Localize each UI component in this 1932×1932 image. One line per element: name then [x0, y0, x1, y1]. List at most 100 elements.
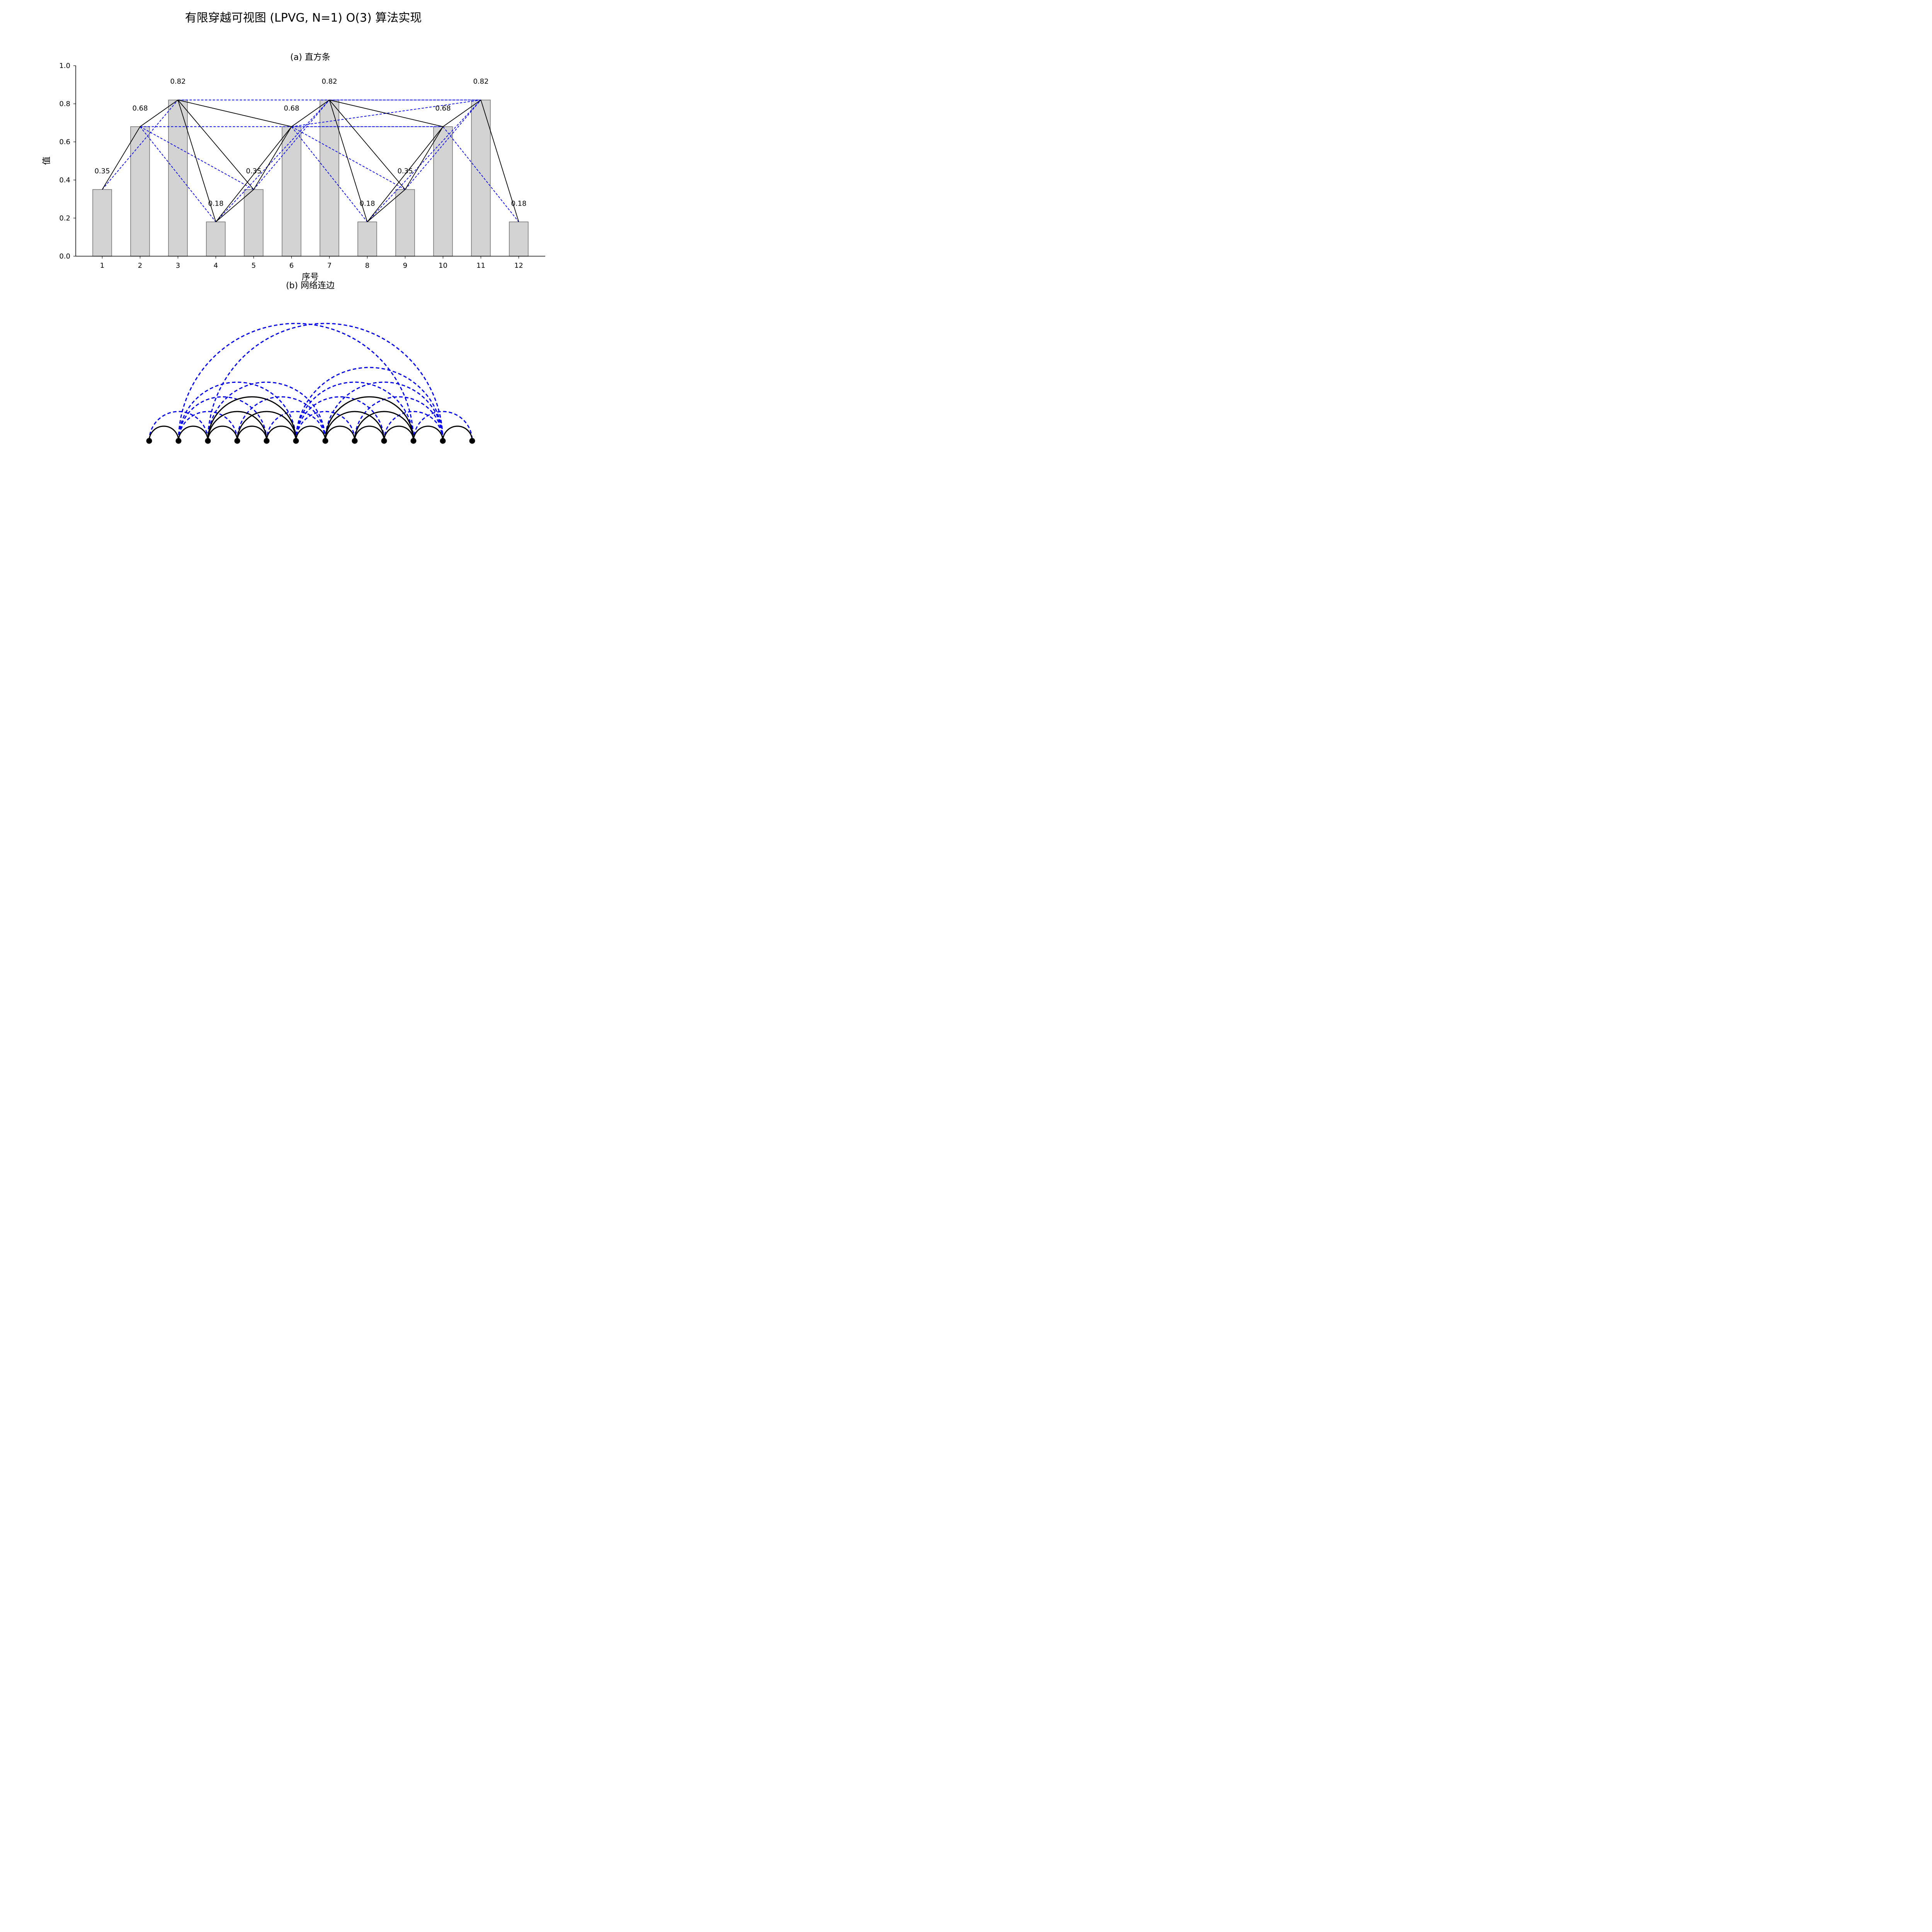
node-1: [146, 438, 152, 444]
penetrating-edge-6-9: [291, 126, 405, 190]
penetrating-edge-6-11: [291, 99, 481, 127]
bar-9: [395, 189, 415, 257]
value-labels-group: 0.35 0.68 0.82 0.18 0.35 0.68 0.82 0.18 0.35 0.68…: [94, 78, 526, 208]
bar-10: [433, 126, 453, 257]
visible-edge-8-9: [367, 189, 406, 222]
x-tick-label-9: 9: [403, 262, 407, 270]
x-tick-label-4: 4: [214, 262, 218, 270]
penetrating-edge-6-8: [291, 126, 368, 222]
visible-arc-10-11: [413, 425, 444, 441]
visible-arc-8-10: [354, 411, 414, 441]
y-tick-label-0.8: 0.8: [59, 100, 70, 108]
x-tick-label-7: 7: [327, 262, 332, 270]
visible-edge-10-11: [442, 100, 481, 127]
value-label-11: 0.82: [473, 78, 488, 86]
penetrating-edge-1-3: [102, 100, 179, 190]
y-axis-label: 值: [42, 156, 52, 165]
visible-edge-5-6: [253, 126, 292, 190]
visible-edge-3-6: [178, 99, 292, 127]
visible-edge-9-10: [405, 126, 444, 190]
edges-group: [102, 99, 519, 222]
node-7: [322, 438, 328, 444]
visible-edge-3-5: [177, 100, 254, 190]
visible-arc-7-9: [325, 411, 385, 441]
node-3: [205, 438, 211, 444]
value-label-8: 0.18: [359, 199, 375, 207]
node-10: [410, 438, 417, 444]
visible-edge-7-8: [329, 100, 368, 222]
y-tick-label-0.0: 0.0: [59, 252, 70, 260]
visible-arc-9-10: [383, 425, 414, 441]
bar-chart-title: (a) 直方条: [290, 53, 330, 62]
visible-edge-3-4: [177, 100, 216, 222]
bar-2: [130, 126, 150, 257]
x-tick-label-6: 6: [289, 262, 294, 270]
visible-arc-3-6: [207, 396, 297, 441]
penetrating-arc-4-7: [236, 396, 326, 441]
penetrating-edge-10-12: [442, 126, 519, 222]
penetrating-arc-10-12: [413, 411, 473, 441]
penetrating-arc-2-5: [178, 396, 267, 441]
penetrating-edge-2-5: [140, 126, 254, 190]
bar-4: [206, 221, 226, 257]
ticks-group: 1 2 3 4 5 6 7 8 9 10 11 120.00.20.40.60.81.0: [59, 62, 523, 270]
visible-arc-3-5: [207, 411, 267, 441]
visible-arc-7-10: [325, 396, 414, 441]
penetrating-edge-5-7: [253, 100, 330, 190]
visible-edge-6-7: [291, 100, 330, 127]
penetrating-edge-8-11: [367, 100, 481, 222]
bar-6: [282, 126, 301, 257]
penetrating-arc-6-8: [295, 411, 355, 441]
visible-edge-4-6: [215, 126, 292, 222]
x-tick-label-2: 2: [138, 262, 142, 270]
x-axis-label: 序号: [302, 272, 319, 282]
value-label-10: 0.68: [435, 104, 451, 112]
x-tick-label-1: 1: [100, 262, 104, 270]
visible-arc-3-4: [207, 425, 238, 441]
penetrating-arc-8-11: [354, 396, 444, 441]
x-tick-label-3: 3: [176, 262, 180, 270]
value-label-4: 0.18: [208, 199, 223, 207]
node-6: [293, 438, 299, 444]
figure-title: 有限穿越可视图 (LPVG, N=1) O(3) 算法实现: [185, 11, 422, 25]
node-4: [234, 438, 240, 444]
bar-8: [357, 221, 377, 257]
axes-group: [75, 66, 545, 257]
value-label-6: 0.68: [284, 104, 299, 112]
visible-arc-11-12: [442, 425, 473, 441]
penetrating-arc-9-11: [383, 411, 444, 441]
bar-chart-panel: (a) 直方条 0.350.680.820.180.350.680.820.18…: [42, 53, 545, 282]
x-tick-label-10: 10: [439, 262, 447, 270]
node-2: [175, 438, 182, 444]
x-tick-label-12: 12: [514, 262, 523, 270]
visible-edge-8-10: [367, 126, 444, 222]
visible-arc-4-5: [236, 425, 267, 441]
node-5: [264, 438, 270, 444]
visible-arc-5-6: [266, 425, 297, 441]
value-label-1: 0.35: [94, 167, 110, 175]
value-label-9: 0.35: [397, 167, 413, 175]
value-label-5: 0.35: [246, 167, 261, 175]
visible-edge-11-12: [480, 100, 519, 222]
node-9: [381, 438, 387, 444]
bar-5: [244, 189, 264, 257]
node-11: [440, 438, 446, 444]
nodes-group: [146, 438, 475, 444]
penetrating-arc-1-3: [148, 411, 209, 441]
network-title: (b) 网络连边: [286, 281, 335, 291]
value-label-7: 0.82: [321, 78, 337, 86]
visible-arc-7-8: [325, 425, 355, 441]
x-tick-label-8: 8: [365, 262, 369, 270]
value-label-12: 0.18: [511, 199, 526, 207]
y-tick-label-0.4: 0.4: [59, 176, 70, 184]
penetrating-edge-9-11: [405, 100, 481, 190]
y-tick-label-0.2: 0.2: [59, 214, 70, 222]
visible-edge-7-9: [329, 100, 406, 190]
visible-arc-2-3: [178, 425, 209, 441]
bar-7: [320, 99, 339, 257]
visible-arc-8-9: [354, 425, 385, 441]
node-12: [469, 438, 475, 444]
penetrating-arc-2-4: [178, 411, 238, 441]
y-tick-label-1.0: 1.0: [59, 62, 70, 70]
value-label-3: 0.82: [170, 78, 185, 86]
